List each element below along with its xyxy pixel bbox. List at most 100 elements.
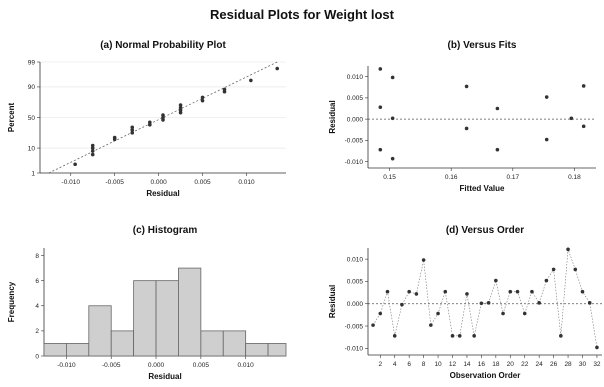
- plot-a-x-label: Residual: [146, 189, 179, 198]
- plot-d-x-tick-label: 6: [407, 361, 411, 368]
- plot-c-x-label: Residual: [148, 372, 181, 381]
- plot-d-y-tick-label: 0.010: [347, 256, 364, 263]
- plot-d-point: [414, 292, 419, 296]
- plot-a-point: [90, 149, 95, 153]
- plot-d-point: [472, 334, 476, 338]
- plot-d-point: [457, 334, 462, 338]
- plot-d-point: [450, 334, 455, 338]
- plot-b-title: (b) Versus Fits: [448, 40, 517, 51]
- plot-d-y-tick-label: -0.005: [345, 323, 364, 330]
- plot-c-bar: [133, 280, 157, 357]
- plot-d-point: [479, 301, 484, 306]
- plot-d-point: [429, 323, 433, 327]
- plot-a-point: [222, 87, 227, 92]
- plot-b-point: [378, 147, 383, 152]
- plot-d-point: [378, 311, 383, 316]
- plot-d-x-label: Observation Order: [450, 371, 521, 380]
- plot-d-point: [465, 292, 469, 296]
- plot-c-bar: [245, 343, 269, 357]
- plot-b-point: [544, 95, 549, 99]
- plot-a-y-tick-label: 1: [31, 170, 35, 177]
- plot-d-point: [573, 267, 578, 272]
- plot-c-y-label: Frequency: [7, 281, 16, 322]
- plot-d-point: [494, 278, 498, 283]
- plot-d-x-tick-label: 14: [463, 361, 471, 368]
- plot-a-x-tick-label: -0.010: [62, 179, 81, 186]
- plot-a-x-tick-label: 0.005: [194, 179, 211, 186]
- plot-d-point: [544, 278, 549, 283]
- plot-d-y-tick-label: -0.010: [345, 346, 364, 353]
- plot-b-x-tick-label: 0.16: [445, 174, 458, 181]
- plot-c-x-tick-label: 0.010: [238, 362, 255, 369]
- plot-a-point: [249, 78, 253, 83]
- plot-a-point: [148, 122, 152, 127]
- plot-b-point: [378, 105, 383, 110]
- plot-a-point: [178, 110, 183, 115]
- plot-c-y-tick-label: 0: [35, 353, 39, 360]
- plot-a-x-tick-label: 0.010: [238, 179, 255, 186]
- plot-c-bar: [88, 305, 112, 357]
- plot-b-y-tick-label: 0.000: [347, 116, 364, 123]
- plot-d-y-tick-label: 0.005: [347, 279, 364, 286]
- plot-a-y-tick-label: 10: [28, 145, 36, 152]
- plot-d-point: [595, 345, 599, 350]
- plot-c-bar: [222, 330, 247, 357]
- plot-d-point: [580, 289, 585, 294]
- plot-b-point: [581, 84, 586, 88]
- plot-b-point: [495, 106, 500, 111]
- plot-a-point: [178, 105, 183, 110]
- plot-b-point: [495, 147, 500, 152]
- plot-a-point: [112, 135, 117, 140]
- plot-b-y-tick-label: -0.005: [345, 138, 364, 145]
- plot-d-x-tick-label: 28: [564, 361, 572, 368]
- plot-c-y-tick-label: 8: [35, 253, 39, 260]
- plot-b-y-tick-label: 0.010: [347, 74, 364, 81]
- plot-d-x-tick-label: 10: [434, 361, 442, 368]
- plot-b-point: [464, 126, 469, 131]
- plot-b-point: [390, 116, 395, 121]
- plot-b-x-label: Fitted Value: [460, 184, 505, 193]
- plot-b-x-tick-label: 0.15: [383, 174, 396, 181]
- plot-b-y-tick-label: -0.010: [345, 159, 364, 166]
- plot-a-point: [178, 103, 183, 107]
- plot-b-point: [390, 75, 395, 80]
- plot-c-bar: [200, 330, 224, 357]
- plot-c-title: (c) Histogram: [133, 225, 198, 236]
- plot-d-point: [537, 301, 541, 305]
- plot-d-x-tick-label: 20: [507, 361, 515, 368]
- plot-c-y-tick-label: 6: [35, 278, 39, 285]
- plot-d-point: [443, 289, 448, 294]
- plot-a-point: [161, 113, 165, 117]
- plot-d-point: [515, 289, 520, 294]
- plot-b-point: [569, 116, 574, 121]
- plot-d-x-tick-label: 4: [393, 361, 397, 368]
- plot-a-point: [90, 143, 95, 148]
- plot-d-point: [421, 258, 426, 262]
- plot-b-point: [581, 124, 586, 129]
- plot-a-y-tick-label: 90: [28, 84, 36, 91]
- plot-a-point: [73, 162, 77, 167]
- plot-c-bar: [43, 343, 67, 357]
- plot-c-bar: [155, 280, 179, 357]
- plot-b-point: [544, 137, 549, 142]
- plot-d-x-tick-label: 22: [521, 361, 529, 368]
- plot-d-point: [522, 311, 527, 316]
- plot-a-point: [200, 95, 205, 100]
- plot-d-x-tick-label: 18: [492, 361, 500, 368]
- plot-d-point: [486, 301, 491, 305]
- plot-a-x-tick-label: -0.005: [105, 179, 124, 186]
- plot-b-point: [464, 84, 469, 89]
- plot-d-title: (d) Versus Order: [446, 225, 524, 236]
- plot-d-x-tick-label: 2: [378, 361, 382, 368]
- plot-d-y-tick-label: 0.000: [347, 301, 364, 308]
- plot-a-point: [148, 120, 152, 125]
- plot-b-y-tick-label: 0.005: [347, 95, 364, 102]
- plot-a-point: [130, 131, 135, 135]
- plot-d-point: [371, 323, 375, 327]
- plot-d-point: [587, 301, 592, 305]
- plot-d-x-tick-label: 26: [550, 361, 558, 368]
- plot-d-x-tick-label: 24: [536, 361, 544, 368]
- plot-b-y-label: Residual: [328, 100, 337, 133]
- plot-b-x-tick-label: 0.18: [568, 174, 581, 181]
